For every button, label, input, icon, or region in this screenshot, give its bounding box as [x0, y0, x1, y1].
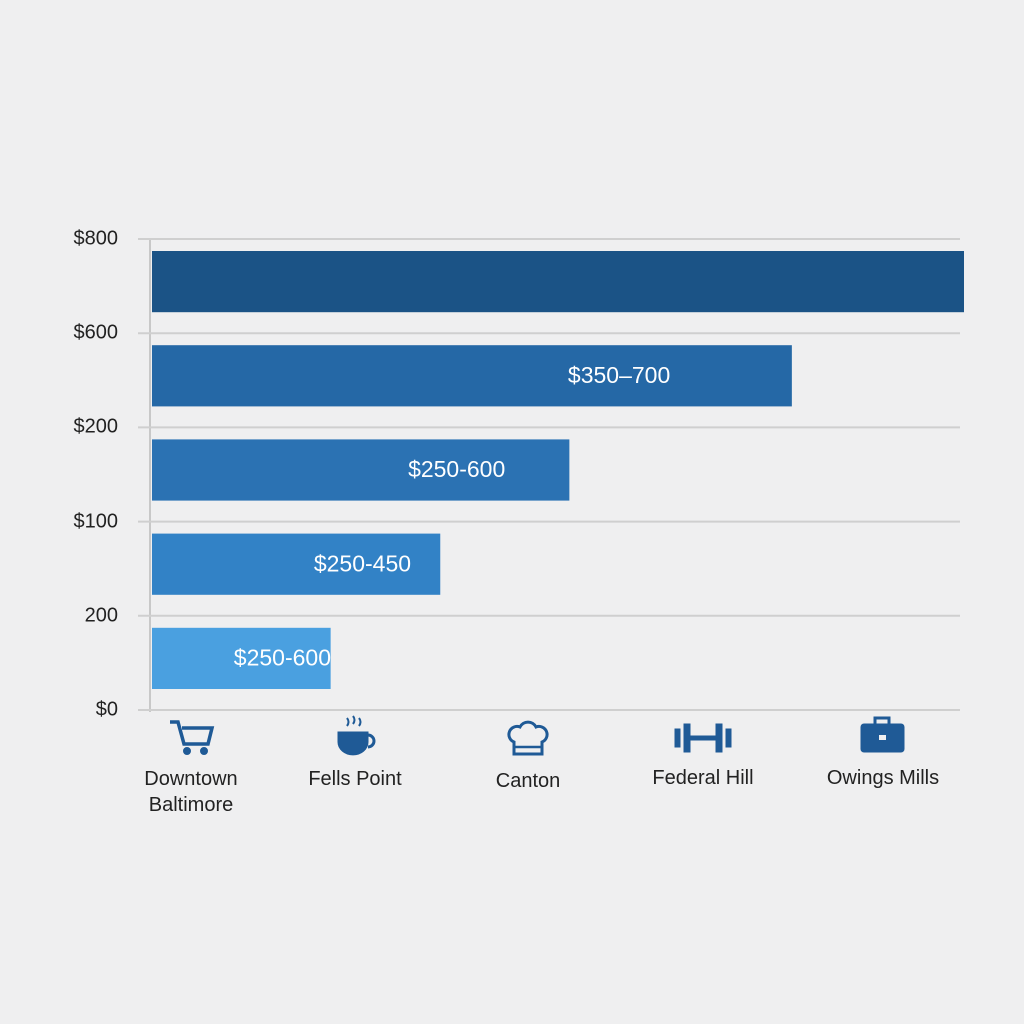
icon-briefcase [860, 716, 905, 753]
x-category-label: Fells Point [308, 768, 402, 790]
bar [152, 251, 964, 313]
row-label: $200 [73, 415, 119, 438]
row-label: $800 [73, 227, 119, 250]
bar-label: $250-450 [314, 550, 411, 576]
icon-dumbbell [674, 723, 732, 753]
row-label: $100 [73, 510, 119, 533]
bar [152, 345, 792, 407]
x-category-label: Owings Mills [826, 767, 940, 789]
row-label: 200 [84, 604, 118, 627]
x-category-label: Federal Hill [652, 767, 754, 789]
bar-label: $350–700 [568, 362, 670, 388]
icon-chef-hat [507, 720, 549, 756]
x-category-label: Downtown Baltimore [144, 768, 238, 816]
bar [152, 439, 570, 501]
bar-label: $250-600 [234, 644, 331, 670]
row-label: $0 [95, 698, 118, 721]
icon-cup [337, 715, 376, 756]
bar [152, 627, 331, 689]
bar [152, 533, 441, 595]
x-category-label: Canton [495, 770, 561, 792]
row-label: $600 [73, 321, 119, 344]
bar-label: $250-600 [408, 456, 505, 482]
icon-cart [170, 720, 215, 755]
